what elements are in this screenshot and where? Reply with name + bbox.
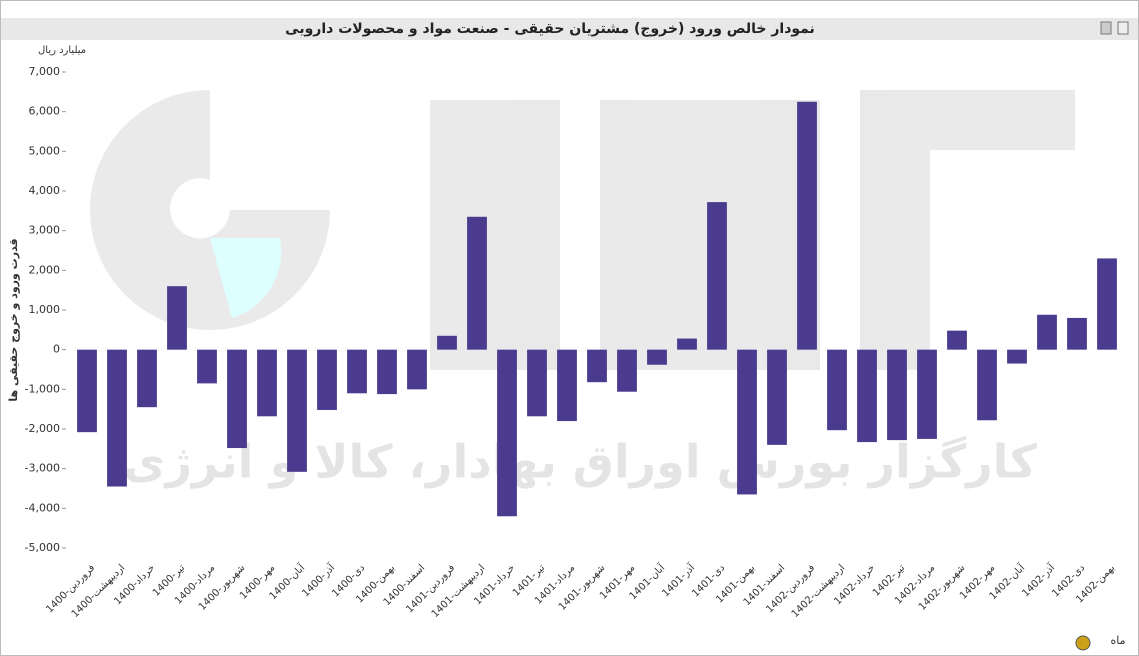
bar: [527, 349, 547, 417]
y-tick-label: 3,000: [29, 224, 61, 237]
bar: [797, 101, 817, 350]
y-tick-label: 0: [53, 343, 60, 356]
y-tick-label: -1,000: [25, 382, 60, 395]
bar: [467, 216, 487, 350]
bar: [917, 349, 937, 439]
bar: [857, 349, 877, 443]
bar: [887, 349, 907, 441]
watermark-text: کارگزار بورس اوراق بهادار، کالا و انرژی: [123, 435, 1037, 489]
bar: [107, 349, 127, 487]
y-tick-label: -2,000: [25, 422, 60, 435]
bar: [947, 330, 967, 350]
bar: [587, 349, 607, 383]
settings-icon[interactable]: [1075, 635, 1091, 651]
bar: [407, 349, 427, 390]
y-tick-label: -4,000: [25, 501, 60, 514]
bar: [167, 286, 187, 350]
title-bar: [1, 18, 1138, 40]
bar: [317, 349, 337, 410]
y-tick-label: 7,000: [29, 65, 61, 78]
bar: [707, 202, 727, 350]
bar: [137, 349, 157, 408]
bar: [557, 349, 577, 422]
bar: [767, 349, 787, 445]
bar: [377, 349, 397, 395]
x-axis-title: ماه: [1110, 634, 1125, 647]
chart-title: نمودار خالص ورود (خروج) مشتریان حقیقی - …: [285, 21, 815, 37]
bar: [827, 349, 847, 431]
bar: [197, 349, 217, 384]
bar: [1097, 258, 1117, 350]
bar: [437, 335, 457, 350]
export-icon[interactable]: [1117, 21, 1129, 35]
bar: [737, 349, 757, 495]
bar: [617, 349, 637, 392]
bar: [1067, 317, 1087, 350]
bar: [647, 349, 667, 365]
bar: [677, 338, 697, 350]
bar: [1037, 314, 1057, 350]
watermark-accent: [210, 238, 282, 318]
y-tick-label: 5,000: [29, 144, 61, 157]
y-tick-label: -3,000: [25, 462, 60, 475]
print-icon[interactable]: [1100, 21, 1112, 35]
bar: [227, 349, 247, 449]
bar: [257, 349, 277, 417]
bar: [287, 349, 307, 472]
y-axis-title: قدرت ورود و خروج حقیقی ها: [7, 238, 21, 401]
y-tick-label: 4,000: [29, 184, 61, 197]
bar: [347, 349, 367, 394]
bar: [497, 349, 517, 517]
bar: [77, 349, 97, 433]
y-tick-label: 6,000: [29, 105, 61, 118]
unit-label: میلیارد ریال: [38, 45, 86, 56]
bar: [977, 349, 997, 421]
y-tick-label: 1,000: [29, 303, 61, 316]
bar: [1007, 349, 1027, 364]
y-tick-label: 2,000: [29, 263, 61, 276]
watermark-logo: [90, 90, 1075, 370]
y-tick-label: -5,000: [25, 541, 60, 554]
